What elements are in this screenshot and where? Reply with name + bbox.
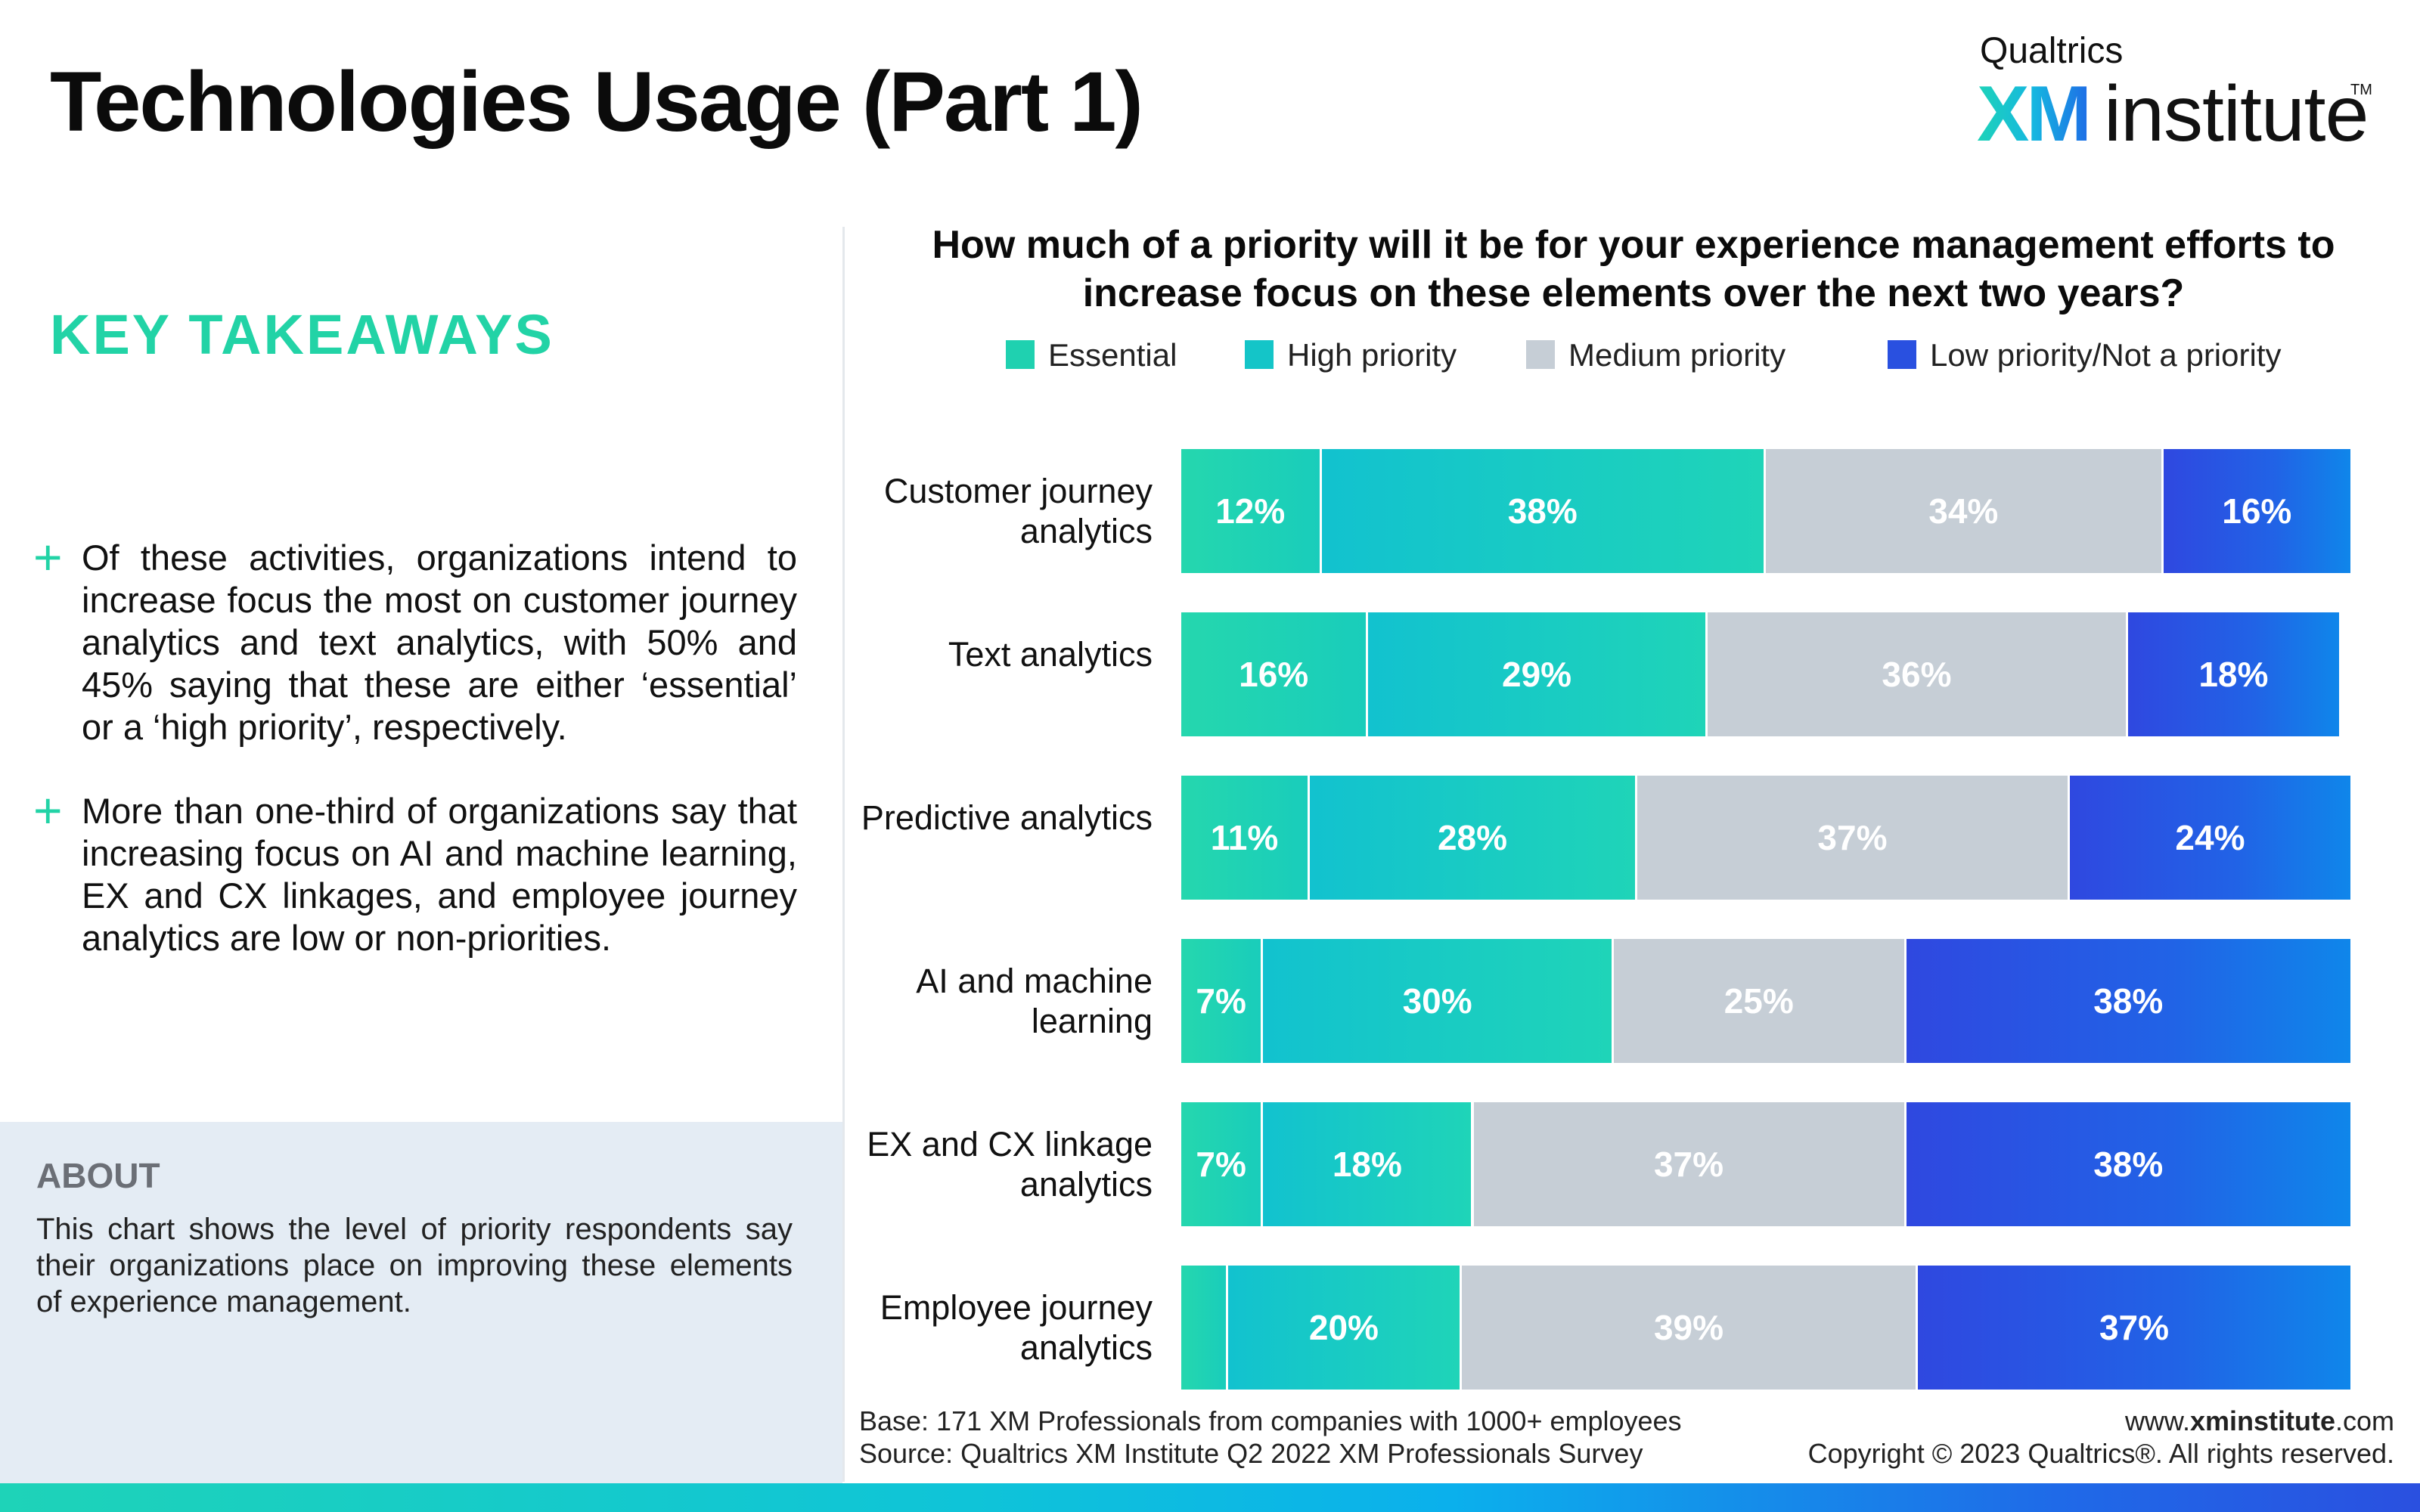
footer-gradient-bar <box>0 1483 2420 1512</box>
legend-swatch <box>1245 340 1274 369</box>
bar-segment: 16% <box>1181 612 1369 736</box>
bar-segment: 11% <box>1181 776 1311 900</box>
bar-segment: 20% <box>1227 1266 1463 1390</box>
bar-segment <box>1181 1266 1228 1390</box>
xm-institute-logo: Qualtrics XM institute TM <box>1977 30 2372 158</box>
copyright-text: Copyright © 2023 Qualtrics®. All rights … <box>1807 1438 2394 1469</box>
logo-brand-text: Qualtrics <box>1980 31 2124 71</box>
category-label: Predictive analytics <box>861 798 1153 837</box>
bar-segment: 37% <box>1473 1102 1907 1226</box>
takeaway-text: Of these activities, organizations inten… <box>82 538 797 747</box>
website-prefix: www. <box>2124 1405 2190 1436</box>
legend-label: Medium priority <box>1568 337 1786 373</box>
page-title: Technologies Usage (Part 1) <box>50 54 1143 149</box>
bar-segment: 38% <box>1906 939 2350 1063</box>
bar-segment: 12% <box>1181 449 1322 573</box>
legend-swatch <box>1888 340 1916 369</box>
source-note-text: Source: Qualtrics XM Institute Q2 2022 X… <box>859 1438 1643 1469</box>
about-text: This chart shows the level of priority r… <box>36 1213 793 1318</box>
legend-label: High priority <box>1287 337 1457 373</box>
logo-trademark: TM <box>2350 82 2372 98</box>
key-takeaways-heading: KEY TAKEAWAYS <box>50 303 554 366</box>
bar-segment: 39% <box>1462 1266 1918 1390</box>
plus-icon: + <box>33 782 63 838</box>
bar-segment: 7% <box>1181 1102 1264 1226</box>
chart-title: How much of a priority will it be for yo… <box>932 223 2335 315</box>
bar-segment: 30% <box>1263 939 1615 1063</box>
about-heading: ABOUT <box>36 1156 160 1195</box>
logo-institute-text: institute <box>2104 70 2369 158</box>
bar-segment: 38% <box>1321 449 1766 573</box>
bar-segment: 38% <box>1906 1102 2350 1226</box>
legend-label: Low priority/Not a priority <box>1930 337 2282 373</box>
website-link[interactable]: www.xminstitute.com <box>1808 1405 2394 1437</box>
bar-segment: 37% <box>1917 1266 2350 1390</box>
bar-segment: 7% <box>1181 939 1264 1063</box>
bar-segment: 37% <box>1637 776 2070 900</box>
logo-xm-text: XM <box>1977 70 2092 158</box>
legend-swatch <box>1526 340 1555 369</box>
bar-segment: 18% <box>2128 612 2339 736</box>
legend-swatch <box>1006 340 1035 369</box>
bar-segment: 29% <box>1368 612 1708 736</box>
category-label: Employee journey analytics <box>880 1288 1153 1367</box>
about-panel: ABOUT This chart shows the level of prio… <box>0 1122 842 1485</box>
bar-segment: 34% <box>1766 449 2164 573</box>
bar-segment: 24% <box>2069 776 2350 900</box>
footnote: Base: 171 XM Professionals from companie… <box>859 1405 1682 1470</box>
takeaway-text: More than one-third of organizations say… <box>82 791 797 958</box>
bar-segment: 28% <box>1310 776 1637 900</box>
category-label: Customer journey analytics <box>883 472 1153 550</box>
base-note-text: Base: 171 XM Professionals from companie… <box>859 1405 1682 1436</box>
bar-segment: 18% <box>1263 1102 1474 1226</box>
copyright-block: www.xminstitute.com Copyright © 2023 Qua… <box>1808 1405 2394 1470</box>
category-label: EX and CX linkage analytics <box>867 1125 1153 1204</box>
bar-segment: 36% <box>1707 612 2129 736</box>
category-label: Text analytics <box>948 635 1153 674</box>
bar-segment: 16% <box>2163 449 2350 573</box>
legend-label: Essential <box>1048 337 1177 373</box>
plus-icon: + <box>33 529 63 585</box>
website-suffix: .com <box>2335 1405 2394 1436</box>
bar-segment: 25% <box>1614 939 1907 1063</box>
takeaway-item: + Of these activities, organizations int… <box>33 532 797 748</box>
website-bold: xminstitute <box>2189 1405 2335 1436</box>
takeaway-item: + More than one-third of organizations s… <box>33 785 797 959</box>
section-divider <box>842 227 845 1482</box>
category-label: AI and machine learning <box>916 962 1153 1040</box>
